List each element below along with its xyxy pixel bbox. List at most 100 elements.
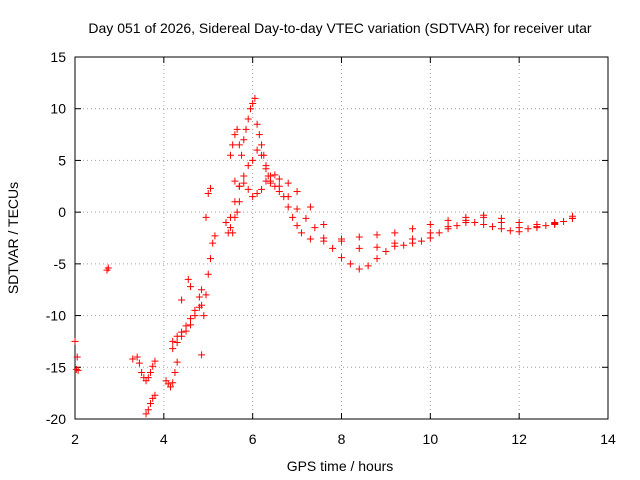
data-point [320, 234, 328, 242]
data-point [417, 237, 425, 245]
data-point [533, 223, 541, 231]
data-point [338, 237, 345, 245]
data-point [289, 213, 297, 221]
data-point [355, 233, 363, 241]
data-point [235, 182, 243, 190]
data-point [382, 247, 390, 255]
data-point [515, 228, 523, 236]
data-point [173, 338, 181, 346]
data-point [229, 141, 237, 149]
y-tick-label: 0 [58, 204, 66, 220]
data-point [409, 239, 417, 247]
data-point [186, 283, 194, 291]
data-point [231, 198, 239, 206]
data-point [258, 185, 266, 193]
data-point [249, 193, 257, 201]
data-point [169, 379, 177, 387]
y-axis-label: SDTVAR / TECUs [5, 182, 21, 294]
y-tick-label: -15 [46, 359, 66, 375]
data-point [204, 190, 212, 198]
data-point [338, 254, 345, 262]
data-point [144, 406, 152, 414]
y-tick-labels: -20 -15 -10 -5 0 5 10 15 [46, 49, 66, 427]
data-point [480, 221, 488, 229]
x-tick-label: 14 [600, 431, 616, 447]
data-point [242, 125, 250, 133]
data-point [151, 357, 159, 365]
data-point [258, 141, 266, 149]
data-point [444, 225, 452, 233]
data-point [284, 179, 292, 187]
data-points [71, 94, 576, 418]
data-point [409, 225, 417, 233]
data-point [462, 218, 470, 226]
data-point [329, 244, 337, 252]
data-point [173, 358, 181, 366]
data-point [435, 229, 443, 237]
data-point [426, 221, 434, 229]
x-tick-label: 6 [249, 431, 257, 447]
data-point [171, 368, 179, 376]
data-point [238, 151, 246, 159]
x-tick-label: 10 [423, 431, 439, 447]
data-point [226, 213, 234, 221]
y-tick-label: -5 [54, 256, 67, 272]
data-point [506, 227, 514, 235]
data-point [373, 243, 381, 251]
data-point [497, 214, 505, 222]
data-point [524, 225, 532, 233]
data-point [311, 224, 319, 232]
x-tick-label: 2 [71, 431, 79, 447]
data-point [306, 203, 314, 211]
data-point [211, 232, 219, 240]
data-point [271, 171, 279, 179]
data-point [364, 262, 372, 270]
data-point [373, 231, 381, 239]
data-point [151, 391, 159, 399]
data-point [244, 185, 252, 193]
data-point [246, 105, 254, 113]
data-point [240, 172, 248, 180]
data-point [262, 165, 270, 173]
data-point [229, 229, 237, 237]
x-tick-label: 12 [511, 431, 527, 447]
data-point [251, 94, 259, 102]
data-point [149, 362, 157, 370]
data-point [166, 383, 174, 391]
data-point [226, 151, 234, 159]
data-point [400, 241, 408, 249]
data-point [266, 172, 274, 180]
data-point [551, 220, 559, 228]
data-point [135, 359, 143, 367]
data-point [209, 239, 217, 247]
data-point [266, 179, 274, 187]
data-point [306, 235, 314, 243]
data-point [191, 306, 199, 314]
data-point [178, 328, 186, 336]
data-point [204, 270, 212, 278]
data-point [320, 221, 328, 229]
data-point [497, 225, 505, 233]
axis-ticks [74, 56, 609, 420]
data-point [293, 205, 301, 213]
data-point [231, 131, 239, 139]
data-point [206, 255, 214, 263]
data-point [144, 374, 152, 382]
data-point [568, 214, 576, 222]
data-point [244, 115, 252, 123]
data-point [169, 337, 177, 345]
data-point [198, 301, 206, 309]
y-tick-label: 5 [58, 152, 66, 168]
data-point [355, 244, 363, 252]
data-point [72, 365, 80, 373]
data-point [202, 213, 210, 221]
data-point [240, 179, 248, 187]
y-tick-label: 15 [50, 49, 66, 65]
data-point [71, 337, 79, 345]
data-point [104, 264, 112, 272]
data-point [184, 275, 192, 283]
data-point [147, 368, 155, 376]
data-point [293, 222, 301, 230]
y-tick-label: -10 [46, 308, 66, 324]
